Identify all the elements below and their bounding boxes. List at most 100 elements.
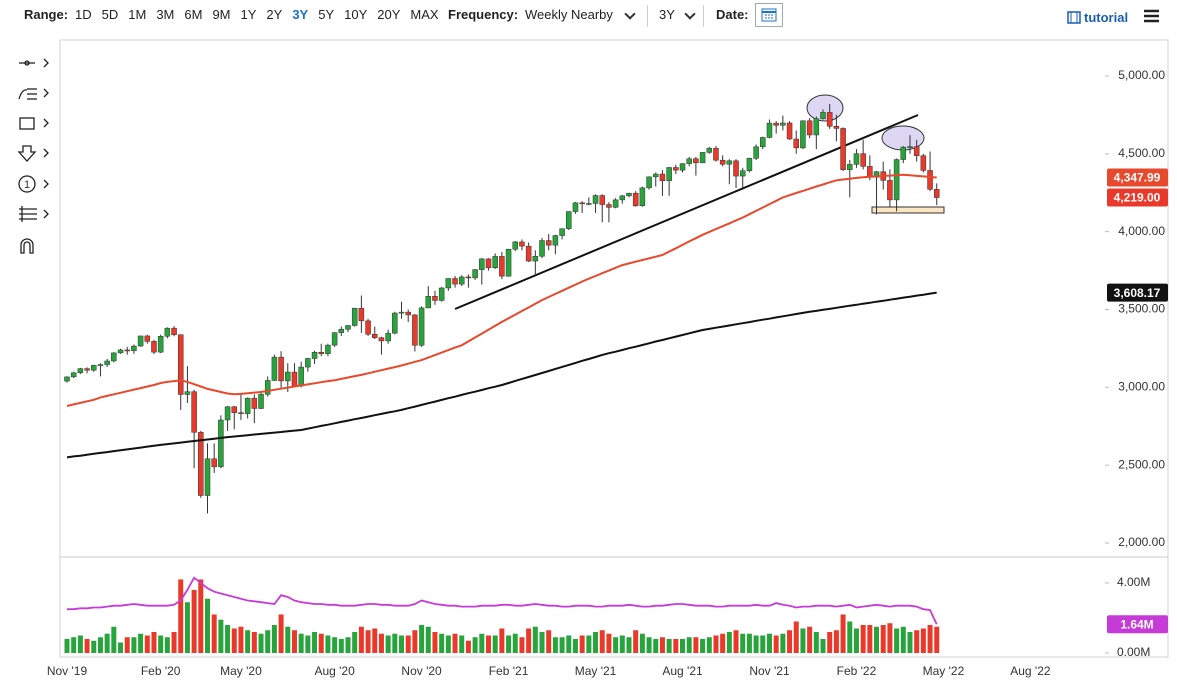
- candle-body: [559, 228, 565, 236]
- candle-body: [177, 334, 184, 395]
- candle-body: [893, 159, 900, 201]
- volume-bar: [720, 633, 726, 653]
- volume-bar: [686, 637, 692, 653]
- candle-body: [927, 170, 933, 190]
- volume-bar: [144, 635, 150, 653]
- range-button[interactable]: 10Y: [344, 7, 368, 22]
- candle-body: [887, 180, 893, 201]
- range-button[interactable]: 5D: [101, 7, 119, 22]
- badge-label: 4,347.99: [1114, 171, 1161, 185]
- candle-body: [552, 235, 559, 246]
- candle-body: [124, 349, 130, 352]
- badge-box: [1107, 168, 1168, 187]
- candle-body: [418, 307, 425, 346]
- volume-bar: [452, 633, 458, 653]
- volume-bar: [211, 614, 217, 653]
- candle-body: [599, 195, 605, 205]
- volume-bar: [445, 635, 451, 653]
- candle-body: [619, 195, 626, 201]
- range-button[interactable]: 1D: [75, 7, 92, 22]
- volume-bar: [874, 626, 880, 653]
- magnet-tool[interactable]: [20, 238, 34, 254]
- candle-body: [472, 269, 478, 279]
- tutorial-link[interactable]: tutorial: [1084, 10, 1129, 25]
- range-button[interactable]: MAX: [410, 7, 439, 22]
- volume-bar: [506, 635, 512, 653]
- candle-body: [378, 337, 385, 342]
- separator: [703, 5, 704, 27]
- volume-bar: [204, 598, 210, 653]
- candle-body: [652, 173, 659, 178]
- calendar-button[interactable]: [755, 3, 783, 27]
- volume-bar: [787, 630, 793, 653]
- x-tick-label: Feb '22: [837, 664, 877, 678]
- volume-bar: [820, 638, 826, 653]
- separator: [647, 5, 648, 27]
- candle-body: [224, 406, 231, 421]
- frequency-select[interactable]: Weekly Nearby: [525, 7, 613, 22]
- candle-body: [64, 376, 70, 382]
- range-button[interactable]: 2Y: [266, 7, 283, 22]
- volume-bar: [740, 633, 746, 653]
- candle-body: [144, 335, 151, 342]
- volume-bar: [399, 635, 405, 653]
- candle-body: [331, 332, 338, 346]
- volume-bar: [191, 589, 197, 653]
- volume-bar: [626, 637, 632, 653]
- range-button[interactable]: 1M: [128, 7, 147, 22]
- menu-button[interactable]: [1144, 9, 1159, 23]
- range-button[interactable]: 9M: [212, 7, 231, 22]
- range-button[interactable]: 20Y: [377, 7, 401, 22]
- candle-body: [693, 158, 699, 164]
- candle-body: [157, 336, 164, 353]
- volume-bar: [646, 637, 652, 653]
- volume-bar: [746, 633, 752, 653]
- volume-bar: [479, 633, 485, 653]
- volume-bar: [151, 631, 157, 653]
- counter-icon-text: 1: [24, 179, 30, 191]
- volume-bar: [184, 602, 190, 653]
- badge-label: 3,608.17: [1114, 286, 1161, 300]
- volume-bar: [733, 630, 739, 653]
- candle-body: [907, 146, 913, 148]
- candle-body: [592, 195, 599, 204]
- range-button[interactable]: 3M: [156, 7, 175, 22]
- shape-tool[interactable]: [19, 117, 49, 130]
- volume-bar: [372, 628, 378, 653]
- volume-bar: [425, 626, 431, 653]
- volume-bar: [291, 630, 297, 653]
- range-button[interactable]: 5Y: [318, 7, 335, 22]
- date-label: Date:: [716, 7, 749, 22]
- volume-bar: [285, 626, 291, 653]
- candle-body: [686, 158, 692, 164]
- period-select[interactable]: 3Y: [659, 7, 675, 22]
- path-tool[interactable]: [18, 88, 49, 100]
- volume-bar: [378, 633, 384, 653]
- range-button[interactable]: 6M: [184, 7, 203, 22]
- volume-bar: [365, 630, 371, 653]
- counter-tool[interactable]: [18, 175, 49, 193]
- volume-bar: [860, 624, 866, 653]
- candle-body: [532, 255, 539, 262]
- y-tick-label: 4,000.00: [1118, 224, 1165, 238]
- candle-body: [358, 307, 365, 322]
- volume-bar: [198, 579, 204, 653]
- candle-body: [579, 202, 585, 205]
- y-tick-label: 4,500.00: [1118, 146, 1165, 160]
- range-button[interactable]: 3Y: [292, 7, 309, 22]
- volume-bar: [171, 631, 177, 653]
- candle-body: [198, 432, 204, 496]
- chart-frame: [59, 39, 1169, 658]
- badge-box: [1107, 283, 1168, 302]
- volume-bar: [245, 630, 251, 653]
- volume-bar: [666, 638, 672, 653]
- candle-body: [164, 327, 171, 337]
- volume-bar: [258, 633, 264, 653]
- range-button[interactable]: 1Y: [240, 7, 257, 22]
- candle-body: [793, 138, 799, 149]
- arrow-tool[interactable]: [17, 145, 49, 162]
- volume-bar: [840, 614, 846, 653]
- measure-tool[interactable]: [19, 206, 49, 222]
- line-tool[interactable]: [19, 58, 49, 68]
